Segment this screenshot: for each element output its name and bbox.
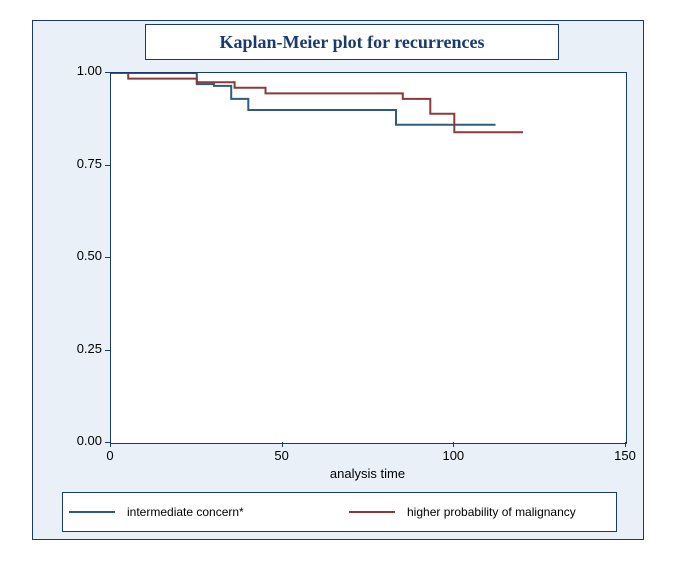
x-tick-label: 0 <box>90 448 130 463</box>
x-axis-label: analysis time <box>110 466 625 481</box>
legend-item-higher: higher probability of malignancy <box>343 493 616 531</box>
y-tick <box>105 257 110 258</box>
legend-item-higher-swatch <box>343 493 401 531</box>
km-curves <box>111 73 626 443</box>
y-tick-label: 0.25 <box>62 341 102 356</box>
plot-area <box>110 72 627 444</box>
series-intermediate <box>111 73 496 125</box>
legend-item-intermediate-swatch <box>63 493 121 531</box>
x-tick <box>110 442 111 447</box>
legend: intermediate concern* higher probability … <box>62 492 617 532</box>
legend-item-intermediate-label: intermediate concern* <box>127 505 244 519</box>
y-tick <box>105 165 110 166</box>
x-tick <box>282 442 283 447</box>
x-tick-label: 50 <box>262 448 302 463</box>
y-tick-label: 0.00 <box>62 433 102 448</box>
y-tick <box>105 350 110 351</box>
x-tick <box>453 442 454 447</box>
y-tick-label: 0.75 <box>62 156 102 171</box>
x-tick <box>625 442 626 447</box>
chart-title: Kaplan-Meier plot for recurrences <box>145 24 559 60</box>
legend-item-higher-label: higher probability of malignancy <box>407 505 576 519</box>
x-tick-label: 150 <box>605 448 645 463</box>
y-tick <box>105 72 110 73</box>
y-tick-label: 1.00 <box>62 63 102 78</box>
series-higher <box>111 73 523 132</box>
y-tick-label: 0.50 <box>62 248 102 263</box>
x-tick-label: 100 <box>433 448 473 463</box>
legend-item-intermediate: intermediate concern* <box>63 493 343 531</box>
